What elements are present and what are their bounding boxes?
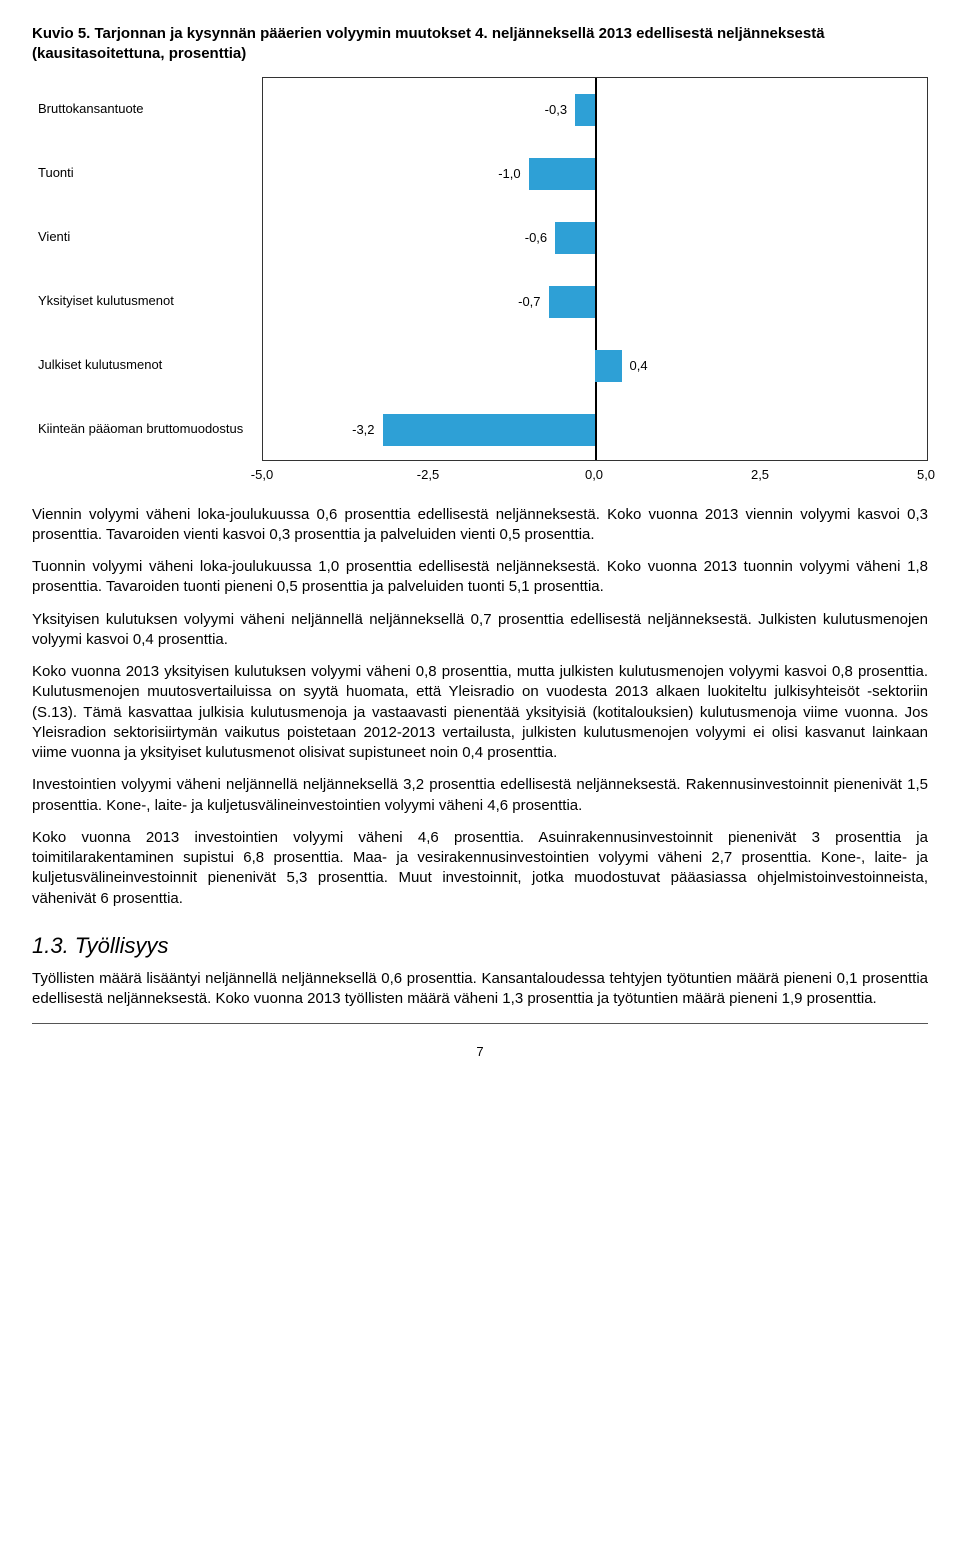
- paragraph: Tuonnin volyymi väheni loka-joulukuussa …: [32, 557, 928, 598]
- chart-xtick-label: 2,5: [751, 467, 769, 482]
- cat-label: Bruttokansantuote: [38, 101, 144, 116]
- paragraph: Yksityisen kulutuksen volyymi väheni nel…: [32, 610, 928, 651]
- chart-value-label: -0,3: [545, 94, 567, 126]
- chart-bar: [529, 158, 595, 190]
- chart-category-labels: Bruttokansantuote Tuonti Vienti Yksityis…: [32, 77, 262, 461]
- paragraph: Investointien volyymi väheni neljännellä…: [32, 775, 928, 816]
- chart-bar: [555, 222, 595, 254]
- body-text: Viennin volyymi väheni loka-joulukuussa …: [32, 505, 928, 1010]
- cat-label: Tuonti: [38, 165, 74, 180]
- chart-bar: [595, 350, 622, 382]
- chart-xtick-label: 5,0: [917, 467, 935, 482]
- chart-xtick-label: -2,5: [417, 467, 439, 482]
- figure-title: Kuvio 5. Tarjonnan ja kysynnän pääerien …: [32, 24, 928, 65]
- chart-value-label: -0,6: [525, 222, 547, 254]
- chart-value-label: 0,4: [630, 350, 648, 382]
- cat-label: Kiinteän pääoman bruttomuodostus: [38, 421, 243, 436]
- chart-bar: [383, 414, 595, 446]
- chart-value-label: -1,0: [498, 158, 520, 190]
- paragraph: Koko vuonna 2013 yksityisen kulutuksen v…: [32, 662, 928, 763]
- chart-bar: [575, 94, 595, 126]
- chart-zero-line: [595, 78, 597, 460]
- cat-label: Vienti: [38, 229, 70, 244]
- paragraph: Koko vuonna 2013 investointien volyymi v…: [32, 828, 928, 909]
- paragraph: Viennin volyymi väheni loka-joulukuussa …: [32, 505, 928, 546]
- paragraph: Työllisten määrä lisääntyi neljännellä n…: [32, 969, 928, 1010]
- chart-xtick-label: -5,0: [251, 467, 273, 482]
- chart-value-label: -3,2: [352, 414, 374, 446]
- chart-xtick-label: 0,0: [585, 467, 603, 482]
- page-number: 7: [32, 1044, 928, 1059]
- chart-bar: [549, 286, 595, 318]
- chart-plot-area: -0,3 -1,0 -0,6 -0,7 0,4 -3,2: [262, 77, 928, 461]
- section-heading: 1.3. Työllisyys: [32, 933, 928, 959]
- chart-value-label: -0,7: [518, 286, 540, 318]
- page-separator: [32, 1023, 928, 1024]
- cat-label: Julkiset kulutusmenot: [38, 357, 162, 372]
- chart-x-axis: -5,0-2,50,02,55,0: [262, 461, 926, 487]
- cat-label: Yksityiset kulutusmenot: [38, 293, 174, 308]
- chart-container: Bruttokansantuote Tuonti Vienti Yksityis…: [32, 77, 928, 487]
